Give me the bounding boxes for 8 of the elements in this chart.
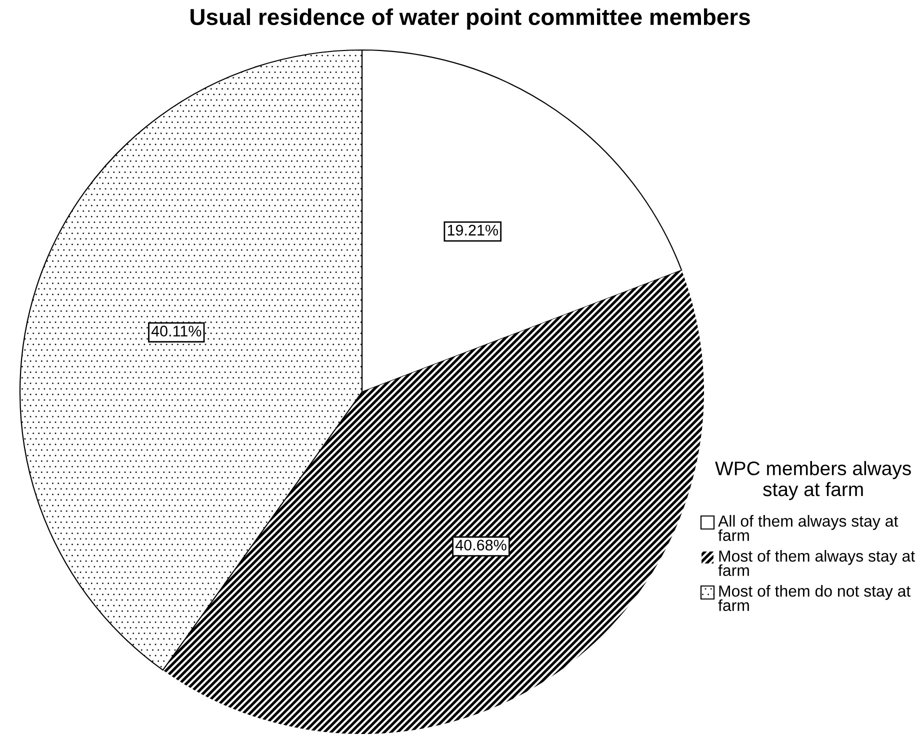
data-label: 19.21%	[448, 224, 498, 236]
data-label: 40.11%	[151, 326, 202, 336]
legend-title: WPC members always stay at farm	[715, 461, 911, 500]
chart-title: Usual residence of water point committee members	[190, 8, 750, 30]
data-label: 40.68%	[455, 540, 506, 551]
legend-label: All of them always stay at farm	[718, 515, 898, 542]
legend-label: Most of them do not stay at farm	[718, 585, 911, 612]
legend-label: Most of them always stay at farm	[718, 550, 915, 576]
